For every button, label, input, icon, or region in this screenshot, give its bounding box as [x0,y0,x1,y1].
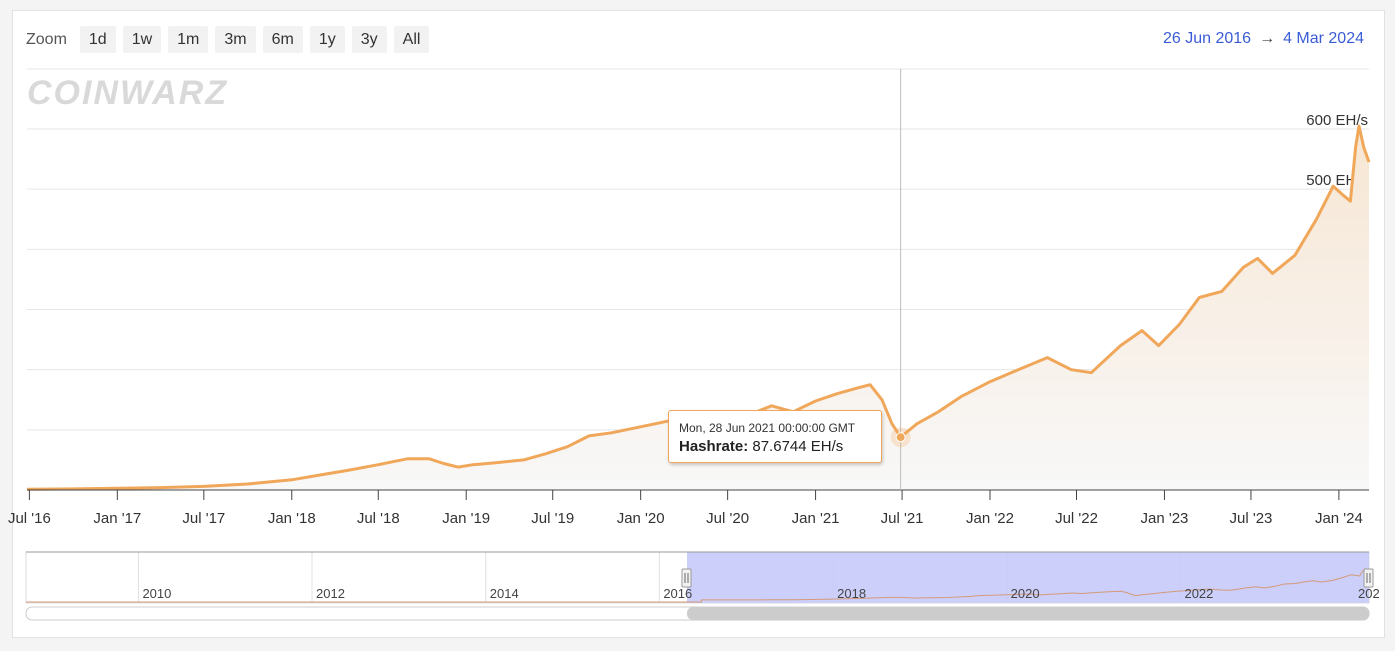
zoom-1d-button[interactable]: 1d [79,26,116,53]
x-tick-label: Jan '23 [1140,510,1188,527]
y-tick-label: 600 EH/s [1306,112,1368,129]
x-tick-label: Jul '21 [881,510,924,527]
tooltip-value-line: Hashrate: 87.6744 EH/s [679,438,871,455]
zoom-label: Zoom [26,30,67,48]
navigator-year-label: 2018 [837,586,866,601]
zoom-bar: Zoom 1d 1w 1m 3m 6m 1y 3y All [26,26,430,53]
x-tick-label: Jul '23 [1230,510,1273,527]
zoom-3y-button[interactable]: 3y [351,26,387,53]
x-tick-label: Jan '22 [966,510,1014,527]
zoom-3m-button[interactable]: 3m [215,26,256,53]
navigator-year-label: 2014 [490,586,519,601]
navigator-year-label: 202 [1358,586,1380,601]
x-tick-label: Jul '16 [8,510,51,527]
tooltip-series-name: Hashrate: [679,438,749,455]
chart-container [12,10,1385,638]
navigator-year-label: 2016 [663,586,692,601]
range-from-date[interactable]: 26 Jun 2016 [1162,30,1252,47]
tooltip-date: Mon, 28 Jun 2021 00:00:00 GMT [679,421,856,435]
tooltip-value: 87.6744 EH/s [752,438,844,455]
scrollbar-thumb[interactable] [687,607,1369,620]
x-tick-label: Jul '20 [706,510,749,527]
zoom-1w-button[interactable]: 1w [122,26,162,53]
hashrate-area [27,126,1369,490]
hashrate-line [26,124,1371,491]
x-tick-label: Jul '18 [357,510,400,527]
scrollbar[interactable] [25,606,1370,621]
watermark-text: COINWARZ [27,74,228,112]
x-tick-label: Jan '21 [792,510,840,527]
grid-lines [27,68,1369,431]
navigator-year-label: 2010 [142,586,171,601]
x-axis: Jul '16 Jan '17 Jul '17 Jan '18 Jul '18 Jan '… [8,489,1369,527]
navigator-right-handle[interactable] [1363,568,1374,588]
navigator-series-line [26,569,1370,603]
range-arrow-icon: → [1259,30,1276,47]
date-range: 26 Jun 2016 → 4 Mar 2024 [1163,30,1364,48]
zoom-1m-button[interactable]: 1m [168,26,209,53]
range-to-date[interactable]: 4 Mar 2024 [1283,30,1364,47]
x-tick-label: Jan '20 [617,510,665,527]
x-tick-label: Jul '22 [1055,510,1098,527]
coinwarz-logo: COINWARZ [27,74,228,112]
zoom-all-button[interactable]: All [393,26,430,53]
hover-point-marker [895,432,906,443]
x-tick-label: Jul '17 [182,510,225,527]
x-tick-label: Jul '19 [531,510,574,527]
zoom-6m-button[interactable]: 6m [262,26,303,53]
x-tick-label: Jan '17 [93,510,141,527]
navigator-year-label: 2012 [316,586,345,601]
x-tick-label: Jan '19 [442,510,490,527]
navigator-year-label: 2022 [1184,586,1213,601]
tooltip: Mon, 28 Jun 2021 00:00:00 GMT Hashrate: … [668,410,882,463]
navigator[interactable]: 2010 2012 2014 2016 2018 2020 2022 202 [25,551,1380,604]
navigator-left-handle[interactable] [681,568,692,588]
navigator-year-label: 2020 [1011,586,1040,601]
zoom-1y-button[interactable]: 1y [309,26,345,53]
x-tick-label: Jan '18 [268,510,316,527]
navigator-labels: 2010 2012 2014 2016 2018 2020 2022 202 [142,586,1379,601]
x-tick-label: Jan '24 [1315,510,1363,527]
